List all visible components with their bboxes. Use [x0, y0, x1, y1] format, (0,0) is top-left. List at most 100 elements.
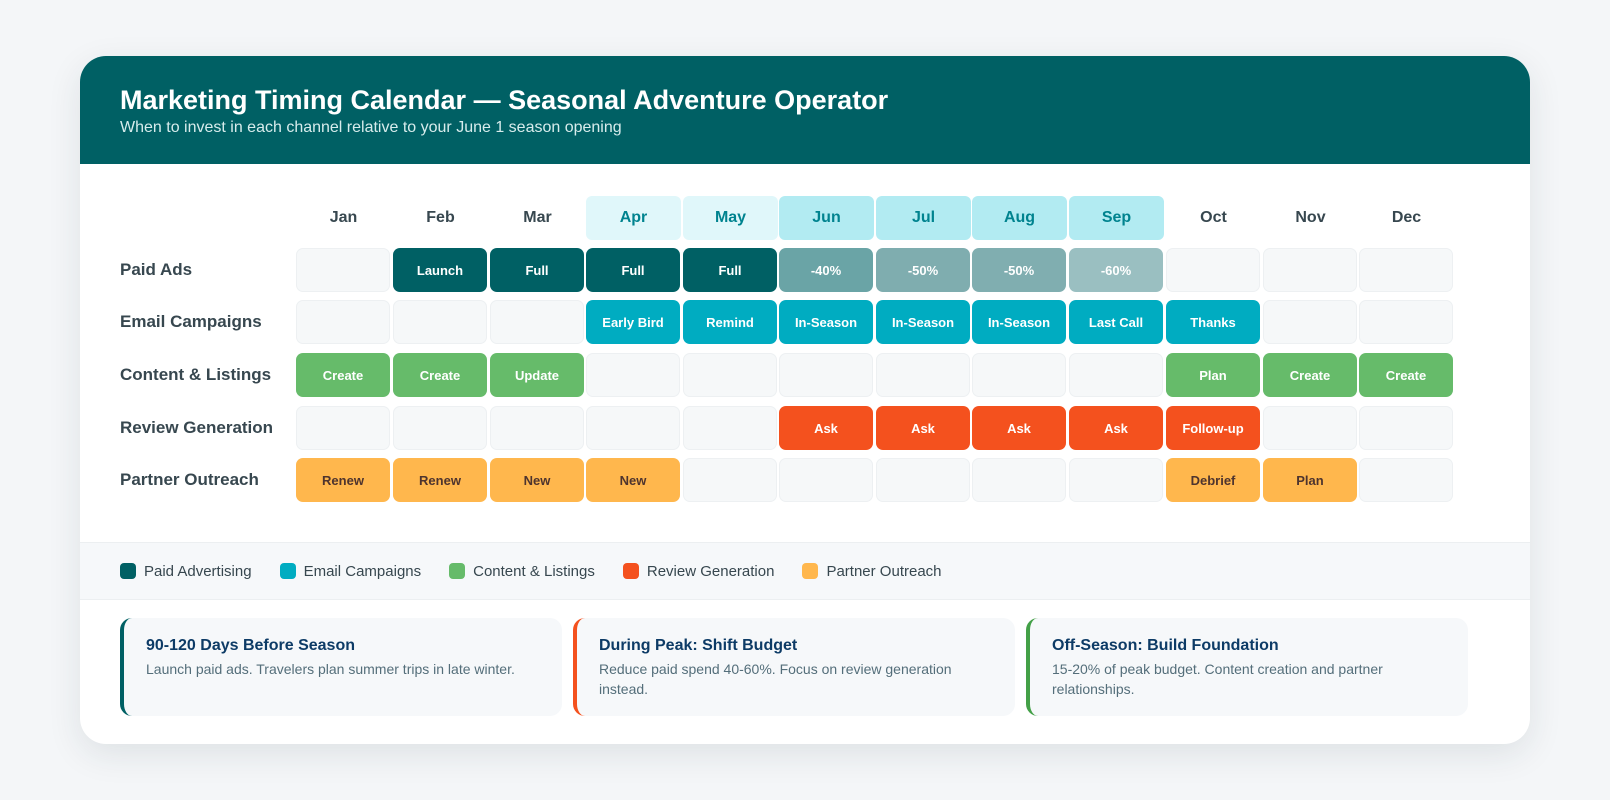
calendar-cell-empty	[972, 458, 1066, 502]
calendar-cell-paid-ads-feb: Launch	[393, 248, 487, 292]
legend-item-content-and-listings: Content & Listings	[449, 563, 595, 580]
calendar-cell-content-and-listings-oct: Plan	[1166, 353, 1260, 397]
tip-card-2: During Peak: Shift Budget Reduce paid spe…	[573, 618, 1015, 716]
calendar-cell-paid-ads-sep: -60%	[1069, 248, 1163, 292]
calendar-cell-empty	[1359, 300, 1453, 344]
month-header-nov: Nov	[1295, 209, 1326, 226]
calendar-cell-empty	[586, 353, 680, 397]
calendar-cell-partner-outreach-apr: New	[586, 458, 680, 502]
legend-item-partner-outreach: Partner Outreach	[802, 562, 942, 580]
legend-item-email-campaigns: Email Campaigns	[279, 562, 422, 580]
calendar-cell-paid-ads-aug: -50%	[972, 248, 1066, 292]
header: Marketing Timing Calendar — Seasonal Adv…	[80, 56, 1530, 164]
legend-label: Review Generation	[646, 562, 775, 580]
calendar-cell-email-campaigns-apr: Early Bird	[586, 300, 680, 344]
month-header-apr: Apr	[586, 196, 681, 240]
month-header-mar: Mar	[523, 209, 552, 226]
calendar-cell-paid-ads-jul: -50%	[876, 248, 970, 292]
legend-label: Email Campaigns	[303, 562, 422, 580]
calendar-cell-partner-outreach-jan: Renew	[296, 458, 390, 502]
calendar-cell-empty	[1263, 248, 1357, 292]
calendar-cell-email-campaigns-jun: In-Season	[779, 300, 873, 344]
legend-swatch	[449, 563, 466, 579]
month-header-dec: Dec	[1391, 209, 1422, 226]
calendar-cell-empty	[683, 406, 777, 450]
legend-label: Partner Outreach	[826, 562, 942, 580]
calendar-cell-email-campaigns-oct: Thanks	[1166, 300, 1260, 344]
calendar-cell-empty	[296, 406, 390, 450]
calendar-cell-content-and-listings-feb: Create	[393, 353, 487, 397]
calendar-cell-empty	[296, 248, 390, 292]
channel-row-review-generation: Review Generation Ask Ask Ask Ask Follow-up	[80, 406, 1530, 450]
page-title: Marketing Timing Calendar — Seasonal Adv…	[120, 85, 889, 115]
calendar-cell-empty	[1359, 406, 1453, 450]
calendar-cell-empty	[683, 353, 777, 397]
calendar-cell-email-campaigns-jul: In-Season	[876, 300, 970, 344]
calendar-cell-review-generation-jul: Ask	[876, 406, 970, 450]
calendar-cell-empty	[1166, 248, 1260, 292]
calendar-cell-empty	[490, 406, 584, 450]
calendar-cell-empty	[1069, 353, 1163, 397]
channel-row-content-and-listings: Content & Listings Create Create Update Plan…	[80, 353, 1530, 397]
tip-text: Reduce paid spend 40-60%. Focus on revie…	[599, 661, 952, 697]
page-subtitle: When to invest in each channel relative …	[120, 119, 622, 136]
month-header-jun: Jun	[779, 196, 874, 240]
legend-item-paid-advertising: Paid Advertising	[120, 563, 252, 580]
calendar-cell-partner-outreach-oct: Debrief	[1166, 458, 1260, 502]
row-label: Paid Ads	[120, 260, 193, 279]
calendar-cell-partner-outreach-mar: New	[490, 458, 584, 502]
calendar-cell-empty	[779, 458, 873, 502]
calendar-cell-email-campaigns-may: Remind	[683, 300, 777, 344]
tips-section: 90-120 Days Before Season Launch paid ads…	[120, 618, 1490, 716]
calendar-cell-empty	[586, 406, 680, 450]
calendar-cell-empty	[1359, 248, 1453, 292]
legend-swatch	[279, 563, 296, 579]
tip-title: During Peak: Shift Budget	[599, 637, 798, 654]
month-header-jul: Jul	[876, 196, 971, 240]
calendar-cell-content-and-listings-nov: Create	[1263, 353, 1357, 397]
channel-row-email-campaigns: Email Campaigns Early Bird Remind In-Season…	[80, 300, 1530, 344]
legend-swatch	[120, 563, 136, 579]
calendar-cell-empty	[876, 353, 970, 397]
tip-text: 15-20% of peak budget. Content creation …	[1052, 661, 1383, 697]
month-header-may: May	[683, 196, 778, 240]
calendar-cell-content-and-listings-jan: Create	[296, 353, 390, 397]
legend-label: Paid Advertising	[144, 562, 252, 580]
row-label: Email Campaigns	[120, 312, 262, 331]
legend-swatch	[622, 563, 639, 579]
month-header-feb: Feb	[426, 209, 455, 226]
calendar-cell-paid-ads-may: Full	[683, 248, 777, 292]
tip-text: Launch paid ads. Travelers plan summer t…	[146, 661, 515, 677]
legend: Paid Advertising Email Campaigns Content &…	[80, 542, 1530, 600]
month-header-row: Jan Feb Mar Apr May Jun Jul Aug Sep Oct Nov Dec	[80, 196, 1530, 240]
channel-row-paid-ads: Paid Ads Launch Full Full Full -40% -50% -50% -6…	[80, 248, 1530, 292]
calendar-cell-empty	[1359, 458, 1453, 502]
calendar-cell-content-and-listings-mar: Update	[490, 353, 584, 397]
tip-card-1: 90-120 Days Before Season Launch paid ads…	[120, 618, 562, 716]
calendar-cell-empty	[1263, 406, 1357, 450]
tip-title: 90-120 Days Before Season	[146, 637, 355, 654]
calendar-cell-review-generation-jun: Ask	[779, 406, 873, 450]
calendar-cell-empty	[1263, 300, 1357, 344]
calendar-cell-paid-ads-apr: Full	[586, 248, 680, 292]
calendar-cell-empty	[393, 300, 487, 344]
calendar-cell-review-generation-oct: Follow-up	[1166, 406, 1260, 450]
tip-title: Off-Season: Build Foundation	[1052, 637, 1279, 654]
month-header-sep: Sep	[1069, 196, 1164, 240]
calendar-cell-empty	[972, 353, 1066, 397]
calendar-cell-email-campaigns-aug: In-Season	[972, 300, 1066, 344]
row-label: Partner Outreach	[120, 470, 259, 489]
calendar-cell-empty	[876, 458, 970, 502]
calendar-cell-empty	[779, 353, 873, 397]
calendar-cell-empty	[490, 300, 584, 344]
calendar-cell-empty	[683, 458, 777, 502]
calendar-cell-partner-outreach-feb: Renew	[393, 458, 487, 502]
calendar-cell-review-generation-sep: Ask	[1069, 406, 1163, 450]
calendar-cell-paid-ads-mar: Full	[490, 248, 584, 292]
calendar-grid: Jan Feb Mar Apr May Jun Jul Aug Sep Oct Nov Dec Pai…	[80, 164, 1530, 542]
row-label: Review Generation	[120, 418, 274, 437]
month-header-oct: Oct	[1200, 209, 1227, 226]
calendar-cell-empty	[296, 300, 390, 344]
tip-card-3: Off-Season: Build Foundation 15-20% of pe…	[1026, 618, 1468, 716]
month-header-aug: Aug	[972, 196, 1067, 240]
